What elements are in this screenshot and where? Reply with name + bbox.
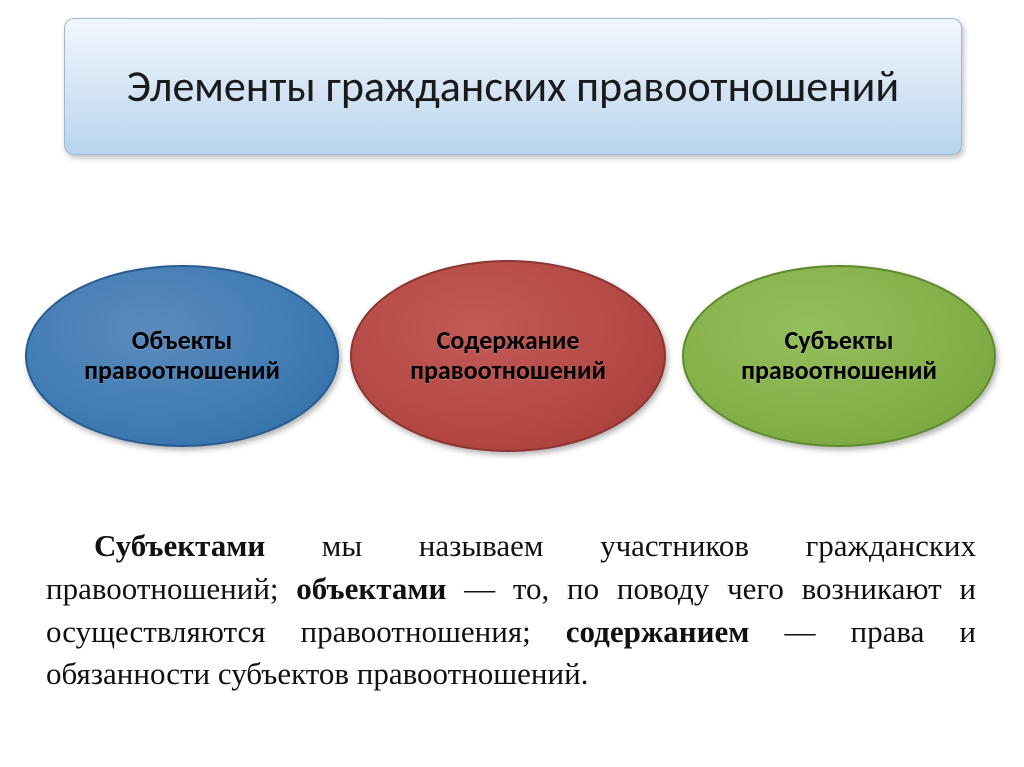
- oval-content: Содержание правоотношений: [350, 260, 666, 452]
- oval-subjects-label: Субъекты правоотношений: [684, 326, 994, 386]
- def-bold-subjects: Субъектами: [94, 528, 265, 563]
- title-box: Элементы гражданских правоотношений: [64, 18, 962, 155]
- oval-objects-label: Объекты правоотношений: [27, 326, 337, 386]
- def-bold-objects: объектами: [296, 571, 446, 606]
- definition-paragraph: Субъектами мы называем участников гражда…: [46, 525, 976, 696]
- ovals-row: Объекты правоотношений Содержание правоо…: [25, 260, 1005, 450]
- oval-objects: Объекты правоотношений: [25, 265, 339, 447]
- slide-title: Элементы гражданских правоотношений: [127, 60, 899, 113]
- oval-content-label: Содержание правоотношений: [352, 326, 664, 386]
- def-bold-content: содержанием: [566, 614, 750, 649]
- oval-subjects: Субъекты правоотношений: [682, 265, 996, 447]
